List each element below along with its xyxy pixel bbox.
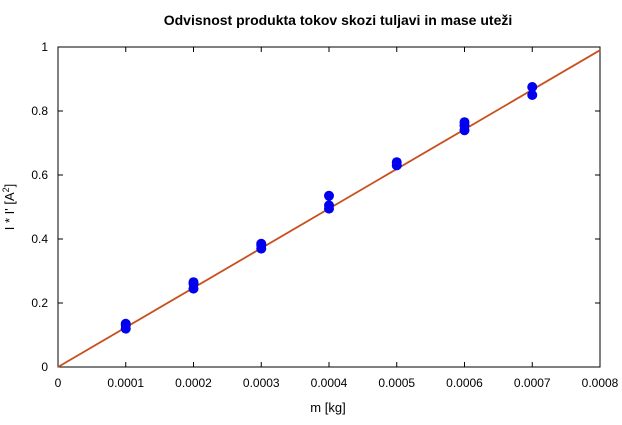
x-tick-label: 0.0008 [582,376,619,390]
data-point [459,117,470,128]
data-point [527,82,538,92]
chart-title: Odvisnost produkta tokov skozi tuljavi i… [164,12,513,28]
y-tick-label: 0.8 [31,104,48,118]
y-axis-label: I * I' [A2] [1,184,17,231]
y-axis-label-main: I * I' [A [2,192,17,230]
y-tick-label: 0.6 [31,168,48,182]
y-axis: 0 0.2 0.4 0.6 0.8 1 [31,40,600,374]
x-tick-label: 0.0001 [107,376,144,390]
data-point [120,318,131,329]
x-tick-label: 0.0007 [514,376,551,390]
data-point [256,238,267,249]
x-tick-label: 0.0004 [311,376,348,390]
data-point [324,190,334,201]
x-tick-label: 0.0005 [378,376,415,390]
y-tick-label: 0.4 [31,232,48,246]
x-axis: 0 0.0001 0.0002 0.0003 0.0004 0.0005 0.0006 0.0… [55,47,619,390]
series-layer [57,49,601,368]
data-point [527,90,538,100]
y-tick-label: 1 [41,40,48,54]
x-tick-label: 0.0003 [243,376,280,390]
y-tick-label: 0.2 [31,296,48,310]
data-point [391,157,402,168]
x-tick-label: 0.0006 [446,376,483,390]
x-axis-label: m [kg] [310,400,345,415]
y-axis-label-tail: ] [2,184,17,188]
y-axis-label-superscript: 2 [1,187,11,192]
data-point [188,277,199,288]
data-point [324,200,334,211]
x-tick-label: 0 [55,376,62,390]
y-tick-label: 0 [41,360,48,374]
x-tick-label: 0.0002 [175,376,212,390]
